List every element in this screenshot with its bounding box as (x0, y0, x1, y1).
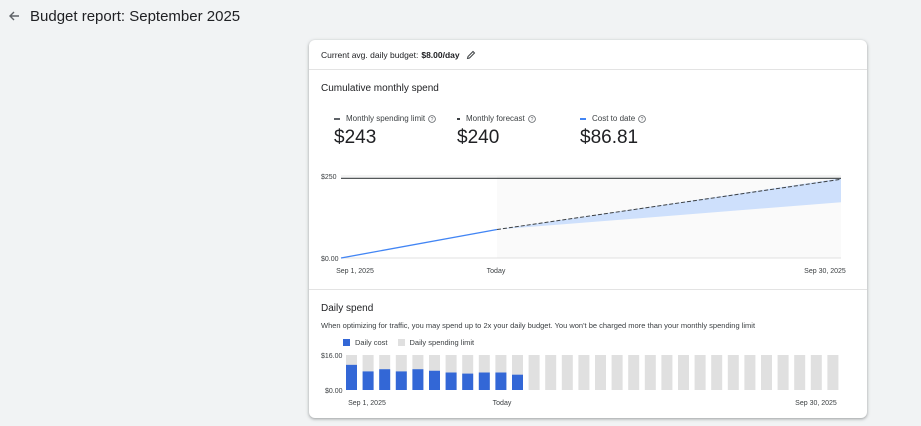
bar-daily-limit (595, 355, 606, 390)
x-tick-label: Today (493, 400, 512, 407)
bar-daily-limit (694, 355, 706, 390)
cumulative-spend-chart[interactable]: $250 $0.00 Sep 1, 2025 Today Sep 30, 2025 (309, 166, 867, 286)
bar-daily-limit (611, 355, 623, 390)
legend-swatch (580, 117, 586, 120)
legend-daily-cost: Daily cost (343, 338, 388, 347)
divider (309, 69, 867, 70)
x-tick-label: Sep 1, 2025 (348, 400, 386, 407)
help-icon[interactable]: ? (428, 114, 436, 123)
legend-swatch (457, 117, 460, 120)
stat-value: $243 (334, 127, 377, 148)
stat-label: Cost to date (592, 114, 636, 123)
bar-daily-cost (362, 371, 374, 390)
bar-daily-limit (777, 355, 789, 390)
bar-daily-cost (495, 372, 507, 390)
bar-daily-cost (512, 374, 523, 390)
legend-daily-limit: Daily spending limit (397, 338, 475, 347)
bar-daily-cost (412, 369, 424, 390)
stat-cost-to-date: Cost to date ? $86.81 (580, 114, 646, 149)
pencil-icon[interactable] (466, 50, 476, 60)
back-arrow-icon[interactable] (6, 8, 22, 24)
x-tick-label: Today (487, 268, 506, 275)
daily-spend-note: When optimizing for traffic, you may spe… (321, 321, 756, 330)
bar-daily-limit (528, 355, 540, 390)
daily-legend: Daily cost Daily spending limit (343, 338, 484, 347)
help-icon[interactable]: ? (638, 114, 646, 123)
page-header: Budget report: September 2025 (6, 4, 240, 28)
y-tick-label: $250 (321, 174, 337, 181)
legend-swatch (343, 339, 350, 346)
bar-daily-cost (429, 370, 440, 390)
bar-daily-limit (794, 355, 806, 390)
bar-daily-limit (810, 355, 822, 390)
bar-daily-limit (744, 355, 756, 390)
daily-budget-label: Current avg. daily budget: (321, 50, 419, 60)
stat-label: Monthly forecast (466, 114, 525, 123)
bar-daily-cost (445, 372, 457, 390)
stat-value: $240 (457, 127, 500, 148)
bar-daily-limit (512, 355, 523, 390)
series-cost-to-date-line (340, 228, 498, 259)
daily-budget-row: Current avg. daily budget: $8.00/day (321, 50, 476, 60)
x-tick-label: Sep 1, 2025 (336, 268, 374, 275)
bar-daily-limit (561, 355, 573, 390)
bar-daily-cost (462, 373, 474, 390)
bar-daily-limit (628, 355, 640, 390)
bar-daily-limit (711, 355, 723, 390)
stat-spending-limit: Monthly spending limit ? $243 (334, 114, 436, 149)
divider (309, 289, 867, 290)
svg-text:?: ? (431, 116, 434, 122)
bar-daily-limit (727, 355, 739, 390)
legend-label: Daily cost (355, 338, 388, 347)
help-icon[interactable]: ? (527, 114, 536, 123)
y-tick-label: $0.00 (321, 256, 339, 263)
y-tick-label: $16.00 (321, 353, 343, 360)
bar-daily-limit (644, 355, 656, 390)
page-title: Budget report: September 2025 (30, 7, 241, 25)
x-tick-label: Sep 30, 2025 (795, 400, 837, 407)
bar-daily-limit (545, 355, 557, 390)
bar-daily-cost (379, 369, 391, 390)
bar-daily-limit (661, 355, 673, 390)
legend-swatch (397, 339, 405, 346)
daily-budget-value: $8.00/day (421, 50, 460, 60)
bar-daily-limit (761, 355, 772, 390)
bar-daily-limit (578, 355, 590, 390)
cumulative-spend-title: Cumulative monthly spend (321, 83, 439, 94)
bar-daily-limit (462, 355, 474, 390)
stat-monthly-forecast: Monthly forecast ? $240 (457, 114, 536, 149)
daily-spend-chart[interactable]: $16.00 $0.00 Sep 1, 2025 Today Sep 30, 2025 (309, 348, 867, 418)
bar-daily-cost (478, 372, 490, 390)
bar-daily-cost (346, 364, 357, 390)
bar-daily-limit (827, 355, 839, 390)
legend-swatch (334, 117, 340, 120)
y-tick-label: $0.00 (325, 388, 343, 395)
budget-report-card: Current avg. daily budget: $8.00/day Cum… (309, 40, 867, 418)
stat-label: Monthly spending limit (346, 114, 426, 123)
svg-text:?: ? (530, 116, 533, 122)
x-tick-label: Sep 30, 2025 (804, 268, 846, 275)
bar-daily-limit (678, 355, 689, 390)
series-forecast-line (496, 178, 842, 231)
stat-value: $86.81 (580, 127, 639, 148)
bar-daily-cost (395, 371, 407, 390)
svg-text:?: ? (641, 116, 644, 122)
legend-label: Daily spending limit (409, 338, 475, 347)
daily-spend-title: Daily spend (321, 303, 374, 314)
